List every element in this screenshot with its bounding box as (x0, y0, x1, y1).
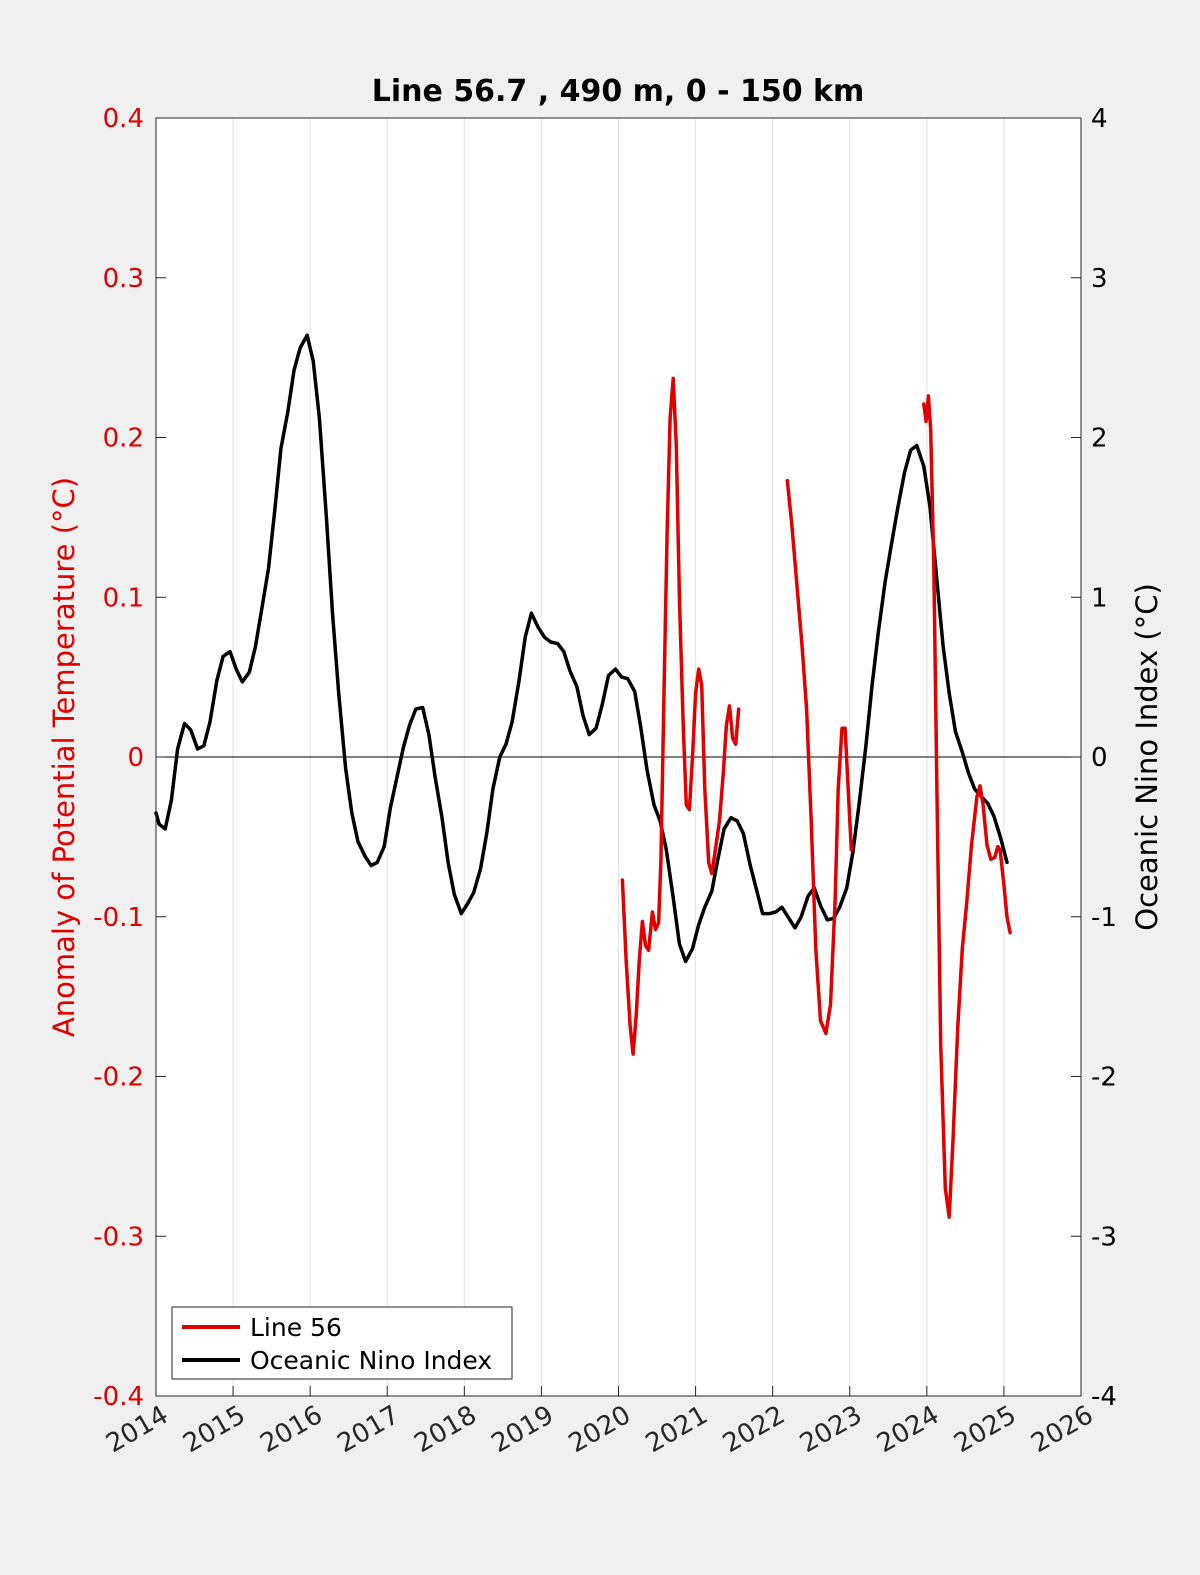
left-tick-label: 0.3 (103, 264, 144, 294)
chart-title: Line 56.7 , 490 m, 0 - 150 km (372, 74, 865, 109)
left-tick-label: -0.4 (93, 1382, 144, 1412)
left-tick-label: 0.4 (103, 104, 144, 134)
right-tick-label: 0 (1091, 743, 1108, 773)
series-layer (154, 333, 1012, 1219)
right-tick-label: 3 (1091, 264, 1108, 294)
legend-label-oni: Oceanic Nino Index (250, 1346, 492, 1375)
right-tick-label: -3 (1091, 1222, 1117, 1252)
legend: Line 56 Oceanic Nino Index (171, 1306, 513, 1380)
left-tick-label: -0.3 (93, 1222, 144, 1252)
series-line-56 (922, 394, 1012, 1219)
left-tick-label: 0.2 (103, 424, 144, 454)
right-tick-label: -2 (1091, 1063, 1117, 1093)
right-tick-label: -1 (1091, 903, 1117, 933)
right-tick-label: 4 (1091, 104, 1108, 134)
right-tick-label: 2 (1091, 424, 1108, 454)
legend-label-line-56: Line 56 (250, 1313, 342, 1342)
left-tick-label: -0.2 (93, 1063, 144, 1093)
left-axis-ticks: -0.4 -0.3 -0.2 -0.1 0 0.1 0.2 0.3 0.4 (93, 104, 166, 1412)
series-line-56 (785, 478, 854, 1036)
series-line-56 (620, 376, 741, 1056)
series-oceanic-nino-index (154, 333, 1009, 964)
legend-box (171, 1306, 513, 1380)
right-axis-ticks: -4 -3 -2 -1 0 1 2 3 4 (1071, 104, 1117, 1412)
right-tick-label: 1 (1091, 583, 1108, 613)
right-tick-label: -4 (1091, 1382, 1117, 1412)
left-tick-label: -0.1 (93, 903, 144, 933)
left-tick-label: 0.1 (103, 583, 144, 613)
left-axis-label: Anomaly of Potential Temperature (°C) (47, 477, 81, 1037)
right-axis-label: Oceanic Nino Index (°C) (1130, 583, 1164, 931)
left-tick-label: 0 (127, 743, 144, 773)
